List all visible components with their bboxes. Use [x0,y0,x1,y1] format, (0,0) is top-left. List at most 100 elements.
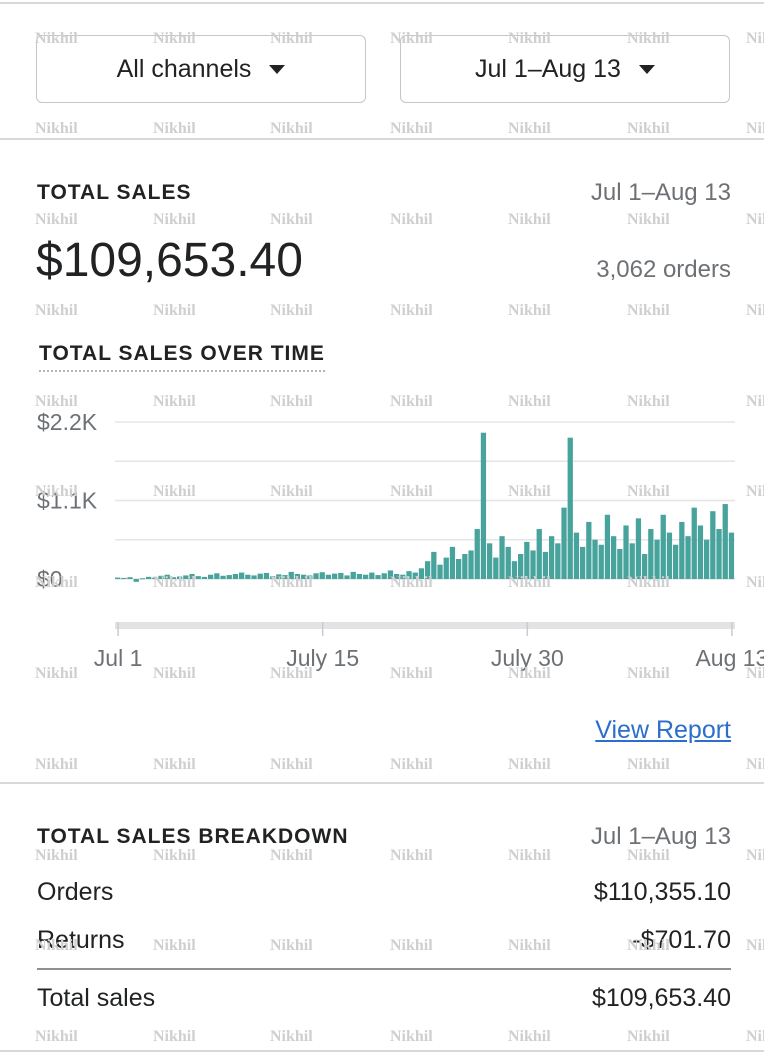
row-label: Returns [37,926,125,954]
bar [189,574,195,579]
bar [617,549,623,579]
watermark: Nikhil [153,302,196,319]
y-tick-label: $1.1K [37,488,98,514]
bar [518,554,524,579]
watermark: Nikhil [627,211,670,228]
x-tick-label: July 15 [286,645,359,671]
bar [170,577,177,579]
bar [394,574,400,579]
date-range: Jul 1–Aug 13 [590,823,731,850]
bar [239,572,245,579]
bar [480,432,487,579]
bar [505,546,511,579]
orders-count: 3,062 orders [596,256,731,283]
bar [635,518,642,579]
bar [164,574,170,579]
bar [177,576,183,579]
view-report-link[interactable]: View Report [595,716,731,744]
watermark: Nikhil [390,847,433,864]
bar [462,554,468,579]
bar [139,578,146,580]
bar [325,574,332,579]
bar [270,576,276,579]
watermark: Nikhil [508,847,551,864]
watermark: Nikhil [746,1028,764,1045]
bar [524,541,530,579]
watermark: Nikhil [627,756,670,773]
bar [195,576,201,579]
bar [623,525,629,579]
bar [530,550,536,579]
bar [400,574,406,579]
bar [282,575,288,579]
row-value: $109,653.40 [591,984,731,1012]
watermark: Nikhil [746,302,764,319]
bar [115,577,121,579]
watermark: Nikhil [270,756,313,773]
watermark: Nikhil [270,120,313,137]
bar [146,576,152,579]
bar [294,574,301,579]
bar [722,504,728,579]
bar [214,573,220,579]
watermark: Nikhil [508,937,551,954]
watermark: Nikhil [270,937,313,954]
bar [468,550,474,579]
bar [598,544,604,579]
watermark: Nikhil [153,120,196,137]
bar [697,525,704,579]
chart-title[interactable]: TOTAL SALES OVER TIME [39,342,325,372]
watermark: Nikhil [508,120,551,137]
date-label: Jul 1–Aug 13 [475,54,621,83]
bar [542,551,549,579]
watermark: Nikhil [746,30,764,47]
watermark: Nikhil [270,302,313,319]
watermark: Nikhil [627,302,670,319]
bar [679,521,685,579]
bar [319,572,325,579]
bar [437,564,443,579]
bar [251,575,257,579]
bar [183,575,189,579]
bar [648,529,654,579]
bar [158,575,164,579]
bar [127,577,133,579]
bar [629,543,635,579]
bar [586,521,592,579]
bar [344,575,350,579]
channel-label: All channels [116,54,252,83]
bar [332,573,338,579]
bar [288,571,294,579]
watermark: Nikhil [746,211,764,228]
bar [673,544,679,579]
bar [356,574,363,579]
bar [387,570,394,579]
bar [350,571,356,579]
date-filter[interactable]: Jul 1–Aug 13 [400,35,730,103]
bar [313,573,319,579]
bar [257,573,263,579]
watermark: Nikhil [746,120,764,137]
bar [133,579,139,582]
bar [201,576,208,579]
bar [245,574,251,579]
bar [208,574,214,579]
divider [0,782,764,784]
bar [449,546,456,579]
bar [232,574,239,579]
watermark: Nikhil [508,756,551,773]
channel-filter[interactable]: All channels [36,35,366,103]
bar [431,551,437,579]
bar [573,532,580,579]
bar [642,554,648,579]
x-tick-label: July 30 [491,645,564,671]
bar [412,572,418,579]
watermark: Nikhil [390,302,433,319]
bar [369,572,375,579]
bar [301,574,307,579]
watermark: Nikhil [153,211,196,228]
bar [474,529,480,579]
watermark: Nikhil [508,302,551,319]
watermark: Nikhil [390,211,433,228]
